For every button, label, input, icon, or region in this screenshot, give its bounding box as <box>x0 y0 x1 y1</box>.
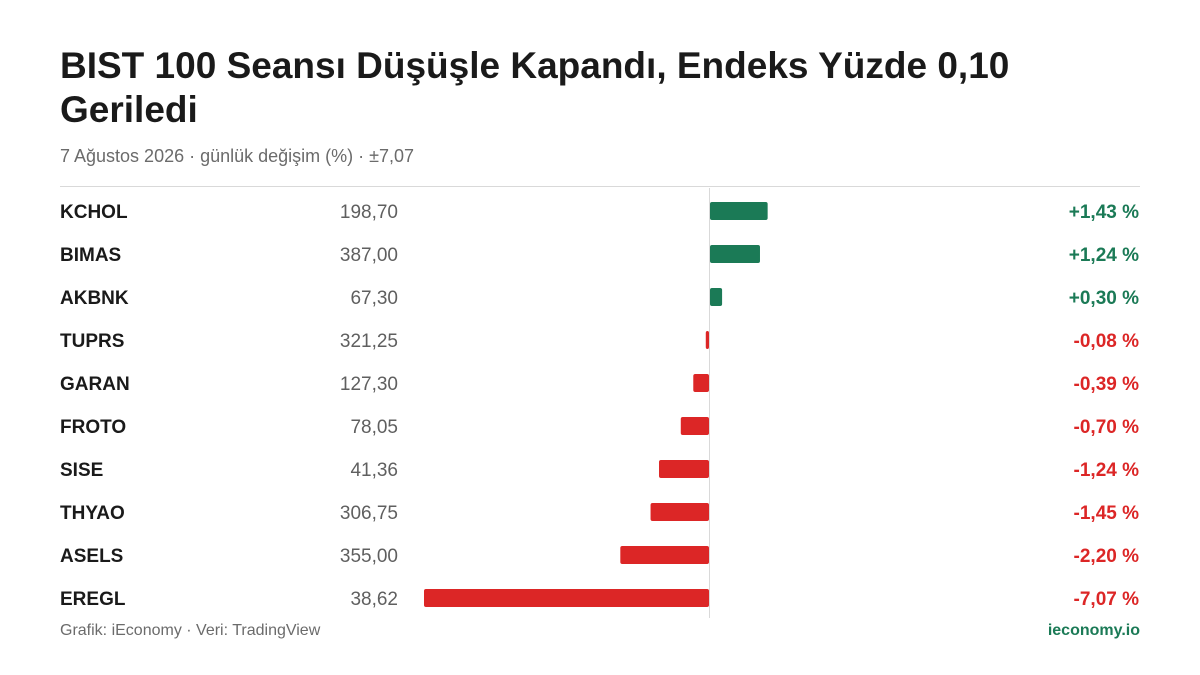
ticker-label: ASELS <box>60 546 123 567</box>
ticker-label: EREGL <box>60 589 126 610</box>
header-divider <box>60 186 1140 187</box>
price-label: 78,05 <box>350 417 398 438</box>
change-label: -1,24 % <box>1074 460 1140 481</box>
price-label: 41,36 <box>350 460 398 481</box>
change-label: -2,20 % <box>1074 546 1140 567</box>
price-label: 127,30 <box>340 374 398 395</box>
ticker-label: THYAO <box>60 503 125 524</box>
ticker-label: KCHOL <box>60 202 128 223</box>
bar <box>620 546 709 564</box>
ticker-label: FROTO <box>60 417 126 438</box>
bar <box>650 503 709 521</box>
bar <box>680 417 709 435</box>
change-label: -0,39 % <box>1074 374 1140 395</box>
brand-link[interactable]: ieconomy.io <box>1047 622 1140 639</box>
ticker-label: TUPRS <box>60 331 124 352</box>
change-label: -0,70 % <box>1074 417 1140 438</box>
change-label: +0,30 % <box>1069 288 1139 309</box>
bar <box>424 589 709 607</box>
price-label: 321,25 <box>340 331 398 352</box>
chart-subtitle: 7 Ağustos 2026 · günlük değişim (%) · ±7… <box>60 146 415 166</box>
change-label: +1,43 % <box>1069 202 1139 223</box>
bar <box>693 374 709 392</box>
page-title: BIST 100 Seansı Düşüşle Kapandı, Endeks … <box>60 45 1010 130</box>
ticker-label: GARAN <box>60 374 130 395</box>
price-label: 306,75 <box>340 503 398 524</box>
price-label: 355,00 <box>340 546 398 567</box>
source-note: Grafik: iEconomy · Veri: TradingView <box>60 622 321 639</box>
change-label: -0,08 % <box>1074 331 1140 352</box>
ticker-label: BIMAS <box>60 245 121 266</box>
change-label: -7,07 % <box>1074 589 1140 610</box>
price-label: 387,00 <box>340 245 398 266</box>
bar <box>710 202 768 220</box>
price-label: 38,62 <box>350 589 398 610</box>
price-label: 67,30 <box>350 288 398 309</box>
bar <box>659 460 709 478</box>
ticker-label: AKBNK <box>60 288 129 309</box>
change-label: -1,45 % <box>1074 503 1140 524</box>
change-label: +1,24 % <box>1069 245 1139 266</box>
price-label: 198,70 <box>340 202 398 223</box>
bar <box>710 288 723 306</box>
bar <box>705 331 709 349</box>
ticker-label: SISE <box>60 460 103 481</box>
bar <box>710 245 760 263</box>
